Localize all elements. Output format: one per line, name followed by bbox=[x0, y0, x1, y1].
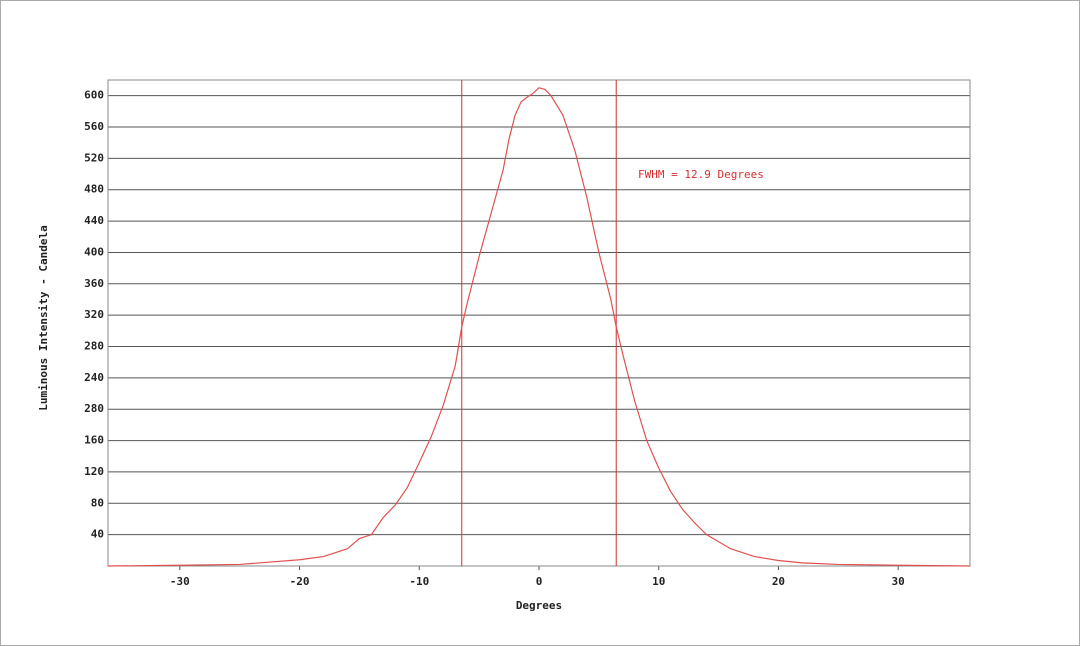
y-tick-label: 240 bbox=[84, 371, 104, 384]
y-tick-label: 360 bbox=[84, 277, 104, 290]
y-tick-label: 600 bbox=[84, 89, 104, 102]
y-tick-label: 320 bbox=[84, 308, 104, 321]
plot-frame bbox=[107, 79, 971, 567]
x-tick-label: 20 bbox=[772, 575, 785, 588]
y-tick-label: 480 bbox=[84, 183, 104, 196]
x-tick-label: -20 bbox=[290, 575, 310, 588]
line bbox=[107, 87, 971, 567]
x-tick-label: 10 bbox=[652, 575, 665, 588]
y-tick-label: 40 bbox=[91, 528, 104, 541]
y-tick-label: 440 bbox=[84, 214, 104, 227]
annotation: FWHM = 12.9 Degrees bbox=[638, 168, 764, 181]
y-tick-label: 80 bbox=[91, 496, 104, 509]
x-tick-label: -10 bbox=[409, 575, 429, 588]
y-axis-label: Luminous Intensity - Candela bbox=[37, 225, 50, 410]
y-tick-label: 160 bbox=[84, 434, 104, 447]
y-tick-label: 520 bbox=[84, 151, 104, 164]
y-tick-label: 120 bbox=[84, 465, 104, 478]
x-axis-label: Degrees bbox=[516, 599, 562, 612]
x-tick-label: 30 bbox=[892, 575, 905, 588]
y-tick-label: 280 bbox=[84, 402, 104, 415]
y-tick-label: 560 bbox=[84, 120, 104, 133]
x-tick-label: 0 bbox=[536, 575, 543, 588]
y-tick-label: 280 bbox=[84, 340, 104, 353]
y-tick-label: 400 bbox=[84, 245, 104, 258]
x-tick-label: -30 bbox=[170, 575, 190, 588]
